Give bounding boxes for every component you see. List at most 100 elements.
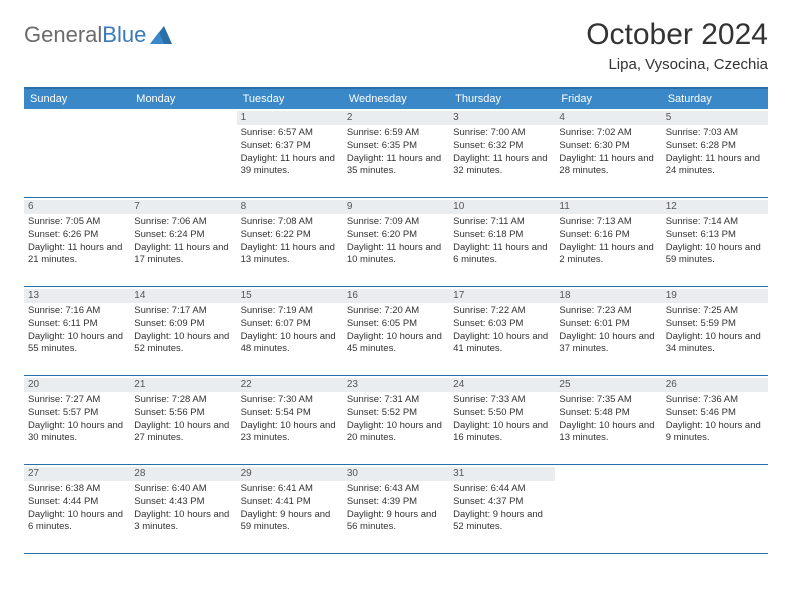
daylight-line: Daylight: 10 hours and 27 minutes.	[134, 420, 232, 446]
day-body: Sunrise: 7:31 AMSunset: 5:52 PMDaylight:…	[347, 394, 445, 445]
day-cell: 21 Sunrise: 7:28 AMSunset: 5:56 PMDayligh…	[130, 376, 236, 464]
day-cell: 17Sunrise: 7:22 AMSunset: 6:03 PMDayligh…	[449, 287, 555, 375]
sunrise-line: Sunrise: 7:11 AM	[453, 216, 551, 229]
day-body: Sunrise: 7:20 AMSunset: 6:05 PMDaylight:…	[347, 305, 445, 356]
sunrise-line: Sunrise: 7:02 AM	[559, 127, 657, 140]
sunset-line: Sunset: 6:35 PM	[347, 140, 445, 153]
day-body: Sunrise: 6:59 AMSunset: 6:35 PMDaylight:…	[347, 127, 445, 178]
day-cell: 22Sunrise: 7:30 AMSunset: 5:54 PMDayligh…	[237, 376, 343, 464]
day-cell: 12Sunrise: 7:14 AMSunset: 6:13 PMDayligh…	[662, 198, 768, 286]
day-cell: 23Sunrise: 7:31 AMSunset: 5:52 PMDayligh…	[343, 376, 449, 464]
sunrise-line: Sunrise: 7:28 AM	[134, 394, 232, 407]
daylight-line: Daylight: 11 hours and 35 minutes.	[347, 153, 445, 179]
daylight-line: Daylight: 10 hours and 48 minutes.	[241, 331, 339, 357]
day-body: Sunrise: 7:11 AMSunset: 6:18 PMDaylight:…	[453, 216, 551, 267]
brand-triangle-icon	[150, 26, 172, 44]
daylight-line: Daylight: 10 hours and 3 minutes.	[134, 509, 232, 535]
day-number: 2	[343, 111, 449, 125]
daylight-line: Daylight: 11 hours and 6 minutes.	[453, 242, 551, 268]
day-number	[662, 467, 768, 481]
daylight-line: Daylight: 10 hours and 34 minutes.	[666, 331, 764, 357]
daylight-line: Daylight: 9 hours and 56 minutes.	[347, 509, 445, 535]
daylight-line: Daylight: 10 hours and 6 minutes.	[28, 509, 126, 535]
day-number: 1	[237, 111, 343, 125]
day-body: Sunrise: 7:08 AMSunset: 6:22 PMDaylight:…	[241, 216, 339, 267]
weeks-container: 1Sunrise: 6:57 AMSunset: 6:37 PMDaylight…	[24, 109, 768, 554]
sunrise-line: Sunrise: 6:44 AM	[453, 483, 551, 496]
sunset-line: Sunset: 4:43 PM	[134, 496, 232, 509]
sunrise-line: Sunrise: 6:41 AM	[241, 483, 339, 496]
day-cell: 6Sunrise: 7:05 AMSunset: 6:26 PMDaylight…	[24, 198, 130, 286]
day-number: 21	[130, 378, 236, 392]
month-title: October 2024	[586, 18, 768, 52]
day-cell: 5 Sunrise: 7:03 AMSunset: 6:28 PMDaylight…	[662, 109, 768, 197]
day-body: Sunrise: 7:35 AMSunset: 5:48 PMDaylight:…	[559, 394, 657, 445]
day-cell: 30Sunrise: 6:43 AMSunset: 4:39 PMDayligh…	[343, 465, 449, 553]
daylight-line: Daylight: 11 hours and 39 minutes.	[241, 153, 339, 179]
day-number: 31	[449, 467, 555, 481]
sunset-line: Sunset: 6:28 PM	[666, 140, 764, 153]
sunset-line: Sunset: 6:30 PM	[559, 140, 657, 153]
sunrise-line: Sunrise: 7:22 AM	[453, 305, 551, 318]
daylight-line: Daylight: 11 hours and 13 minutes.	[241, 242, 339, 268]
sunset-line: Sunset: 6:05 PM	[347, 318, 445, 331]
sunset-line: Sunset: 4:37 PM	[453, 496, 551, 509]
dow-cell: Friday	[555, 89, 661, 109]
dow-cell: Saturday	[662, 89, 768, 109]
header-row: GeneralBlue October 2024 Lipa, Vysocina,…	[24, 18, 768, 73]
daylight-line: Daylight: 10 hours and 16 minutes.	[453, 420, 551, 446]
day-number: 5	[662, 111, 768, 125]
sunset-line: Sunset: 5:56 PM	[134, 407, 232, 420]
day-cell: 16Sunrise: 7:20 AMSunset: 6:05 PMDayligh…	[343, 287, 449, 375]
day-cell: 3 Sunrise: 7:00 AMSunset: 6:32 PMDaylight…	[449, 109, 555, 197]
day-body: Sunrise: 7:03 AMSunset: 6:28 PMDaylight:…	[666, 127, 764, 178]
sunset-line: Sunset: 4:44 PM	[28, 496, 126, 509]
day-number: 18	[555, 289, 661, 303]
sunrise-line: Sunrise: 7:00 AM	[453, 127, 551, 140]
sunrise-line: Sunrise: 6:43 AM	[347, 483, 445, 496]
sunrise-line: Sunrise: 7:09 AM	[347, 216, 445, 229]
day-number: 20	[24, 378, 130, 392]
daylight-line: Daylight: 11 hours and 21 minutes.	[28, 242, 126, 268]
sunset-line: Sunset: 4:39 PM	[347, 496, 445, 509]
daylight-line: Daylight: 10 hours and 55 minutes.	[28, 331, 126, 357]
sunrise-line: Sunrise: 7:19 AM	[241, 305, 339, 318]
day-body: Sunrise: 7:05 AMSunset: 6:26 PMDaylight:…	[28, 216, 126, 267]
daylight-line: Daylight: 10 hours and 45 minutes.	[347, 331, 445, 357]
sunrise-line: Sunrise: 7:27 AM	[28, 394, 126, 407]
day-number: 22	[237, 378, 343, 392]
day-number: 12	[662, 200, 768, 214]
daylight-line: Daylight: 9 hours and 52 minutes.	[453, 509, 551, 535]
day-body: Sunrise: 7:19 AMSunset: 6:07 PMDaylight:…	[241, 305, 339, 356]
day-number: 3	[449, 111, 555, 125]
day-body: Sunrise: 7:16 AMSunset: 6:11 PMDaylight:…	[28, 305, 126, 356]
day-body: Sunrise: 7:00 AMSunset: 6:32 PMDaylight:…	[453, 127, 551, 178]
sunset-line: Sunset: 6:16 PM	[559, 229, 657, 242]
day-cell: 31 Sunrise: 6:44 AMSunset: 4:37 PMDayligh…	[449, 465, 555, 553]
sunrise-line: Sunrise: 7:08 AM	[241, 216, 339, 229]
day-number: 8	[237, 200, 343, 214]
day-body: Sunrise: 7:02 AMSunset: 6:30 PMDaylight:…	[559, 127, 657, 178]
daylight-line: Daylight: 11 hours and 32 minutes.	[453, 153, 551, 179]
day-number: 25	[555, 378, 661, 392]
day-cell: 13Sunrise: 7:16 AMSunset: 6:11 PMDayligh…	[24, 287, 130, 375]
day-cell: 26Sunrise: 7:36 AMSunset: 5:46 PMDayligh…	[662, 376, 768, 464]
day-number: 29	[237, 467, 343, 481]
sunrise-line: Sunrise: 6:40 AM	[134, 483, 232, 496]
sunset-line: Sunset: 6:09 PM	[134, 318, 232, 331]
day-number	[130, 111, 236, 125]
day-cell: 11Sunrise: 7:13 AMSunset: 6:16 PMDayligh…	[555, 198, 661, 286]
day-body: Sunrise: 7:22 AMSunset: 6:03 PMDaylight:…	[453, 305, 551, 356]
daylight-line: Daylight: 10 hours and 30 minutes.	[28, 420, 126, 446]
sunrise-line: Sunrise: 7:30 AM	[241, 394, 339, 407]
day-body: Sunrise: 7:25 AMSunset: 5:59 PMDaylight:…	[666, 305, 764, 356]
day-cell: 19Sunrise: 7:25 AMSunset: 5:59 PMDayligh…	[662, 287, 768, 375]
day-number: 10	[449, 200, 555, 214]
daylight-line: Daylight: 11 hours and 17 minutes.	[134, 242, 232, 268]
sunset-line: Sunset: 4:41 PM	[241, 496, 339, 509]
sunset-line: Sunset: 6:22 PM	[241, 229, 339, 242]
day-body: Sunrise: 7:17 AMSunset: 6:09 PMDaylight:…	[134, 305, 232, 356]
day-body: Sunrise: 7:36 AMSunset: 5:46 PMDaylight:…	[666, 394, 764, 445]
daylight-line: Daylight: 10 hours and 23 minutes.	[241, 420, 339, 446]
day-cell	[555, 465, 661, 553]
